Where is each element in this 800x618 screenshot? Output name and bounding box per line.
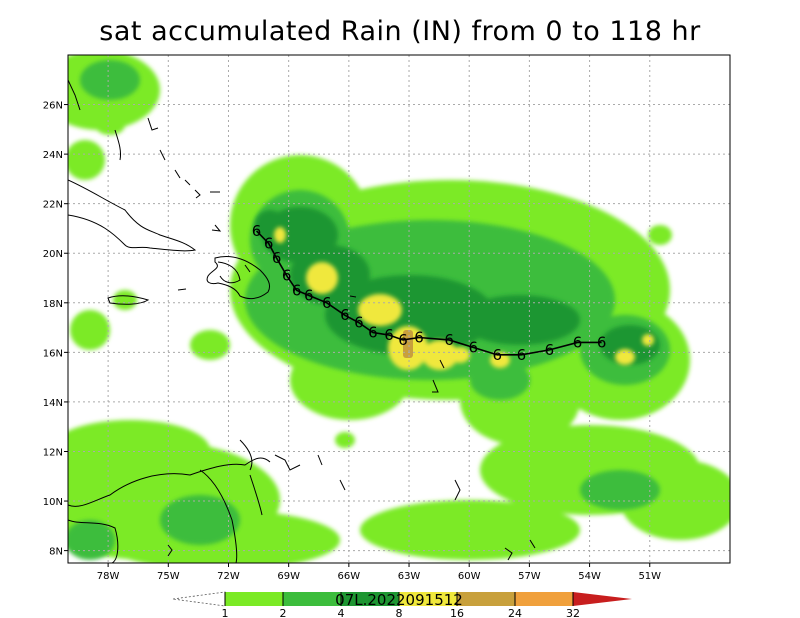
tropical-storm-symbol: 6 bbox=[272, 249, 282, 267]
map-grid bbox=[68, 55, 730, 563]
lat-tick-label: 24N bbox=[43, 150, 63, 161]
colorbar-segment-4-8 bbox=[341, 592, 399, 606]
tropical-storm-symbol: 6 bbox=[292, 281, 302, 299]
colorbar-segment-16-24 bbox=[457, 592, 515, 606]
longitude-axis: 78W 75W 72W 69W 66W 63W 60W 57W 54W 51W bbox=[97, 563, 661, 582]
tropical-storm-symbol: 6 bbox=[573, 333, 583, 351]
tropical-storm-symbol: 6 bbox=[444, 331, 454, 349]
lat-tick-label: 12N bbox=[43, 447, 63, 458]
lat-tick-label: 22N bbox=[43, 200, 63, 211]
rain-shade-tan bbox=[403, 330, 413, 358]
tropical-storm-symbol: 6 bbox=[340, 306, 350, 324]
coastlines bbox=[68, 79, 536, 563]
latitude-axis: 8N 10N 12N 14N 16N 18N 20N 22N 24N 26N bbox=[43, 101, 68, 558]
colorbar-label: 16 bbox=[450, 607, 464, 618]
lat-tick-label: 26N bbox=[43, 101, 63, 112]
tropical-storm-symbol: 6 bbox=[252, 222, 262, 240]
lon-tick-label: 75W bbox=[157, 571, 180, 582]
tropical-storm-symbol: 6 bbox=[264, 234, 274, 252]
colorbar-low-arrow bbox=[172, 591, 226, 607]
tropical-storm-symbol: 6 bbox=[322, 294, 332, 312]
colorbar-segment-8-16 bbox=[399, 592, 457, 606]
colorbar-segment-1-2 bbox=[225, 592, 283, 606]
tropical-storm-symbol: 6 bbox=[354, 314, 364, 332]
tropical-storm-symbol: 6 bbox=[282, 267, 292, 285]
colorbar-label: 4 bbox=[338, 607, 345, 618]
lon-tick-label: 69W bbox=[277, 571, 300, 582]
colorbar-label: 24 bbox=[508, 607, 522, 618]
storm-id-label: 07L.2022091512 bbox=[335, 591, 463, 609]
tropical-storm-symbol: 6 bbox=[517, 346, 527, 364]
tropical-storm-symbol: 6 bbox=[597, 333, 607, 351]
lat-tick-label: 14N bbox=[43, 398, 63, 409]
colorbar-segment-2-4 bbox=[283, 592, 341, 606]
tropical-storm-symbol: 6 bbox=[468, 338, 478, 356]
colorbar-segment-24-32 bbox=[515, 592, 573, 606]
lon-tick-label: 66W bbox=[338, 571, 361, 582]
map-frame bbox=[67, 54, 731, 564]
tropical-storm-symbol: 6 bbox=[493, 346, 503, 364]
lon-tick-label: 78W bbox=[97, 571, 120, 582]
tropical-storm-symbol: 6 bbox=[398, 331, 408, 349]
tropical-storm-symbol: 6 bbox=[368, 324, 378, 342]
tropical-storm-symbol: 6 bbox=[304, 286, 314, 304]
rain-shade-yellow bbox=[274, 227, 654, 370]
lat-tick-label: 20N bbox=[43, 249, 63, 260]
colorbar-label: 2 bbox=[280, 607, 287, 618]
colorbar-label: 8 bbox=[396, 607, 403, 618]
lat-tick-label: 16N bbox=[43, 348, 63, 359]
colorbar: 07L.2022091512 1 2 4 8 16 24 32 bbox=[172, 591, 632, 618]
tropical-storm-symbol: 6 bbox=[384, 326, 394, 344]
lon-tick-label: 60W bbox=[458, 571, 481, 582]
tropical-storm-symbol: 6 bbox=[414, 328, 424, 346]
lat-tick-label: 18N bbox=[43, 299, 63, 310]
tropical-storm-symbol: 6 bbox=[545, 341, 555, 359]
lon-tick-label: 72W bbox=[217, 571, 240, 582]
colorbar-high-arrow bbox=[573, 592, 632, 606]
colorbar-label: 1 bbox=[222, 607, 229, 618]
lon-tick-label: 57W bbox=[518, 571, 541, 582]
lat-tick-label: 8N bbox=[49, 547, 63, 558]
map-title: sat accumulated Rain (IN) from 0 to 118 … bbox=[99, 16, 701, 47]
lon-tick-label: 63W bbox=[398, 571, 421, 582]
lon-tick-label: 54W bbox=[578, 571, 601, 582]
lon-tick-label: 51W bbox=[638, 571, 661, 582]
colorbar-label: 32 bbox=[566, 607, 580, 618]
lat-tick-label: 10N bbox=[43, 497, 63, 508]
rain-shade-dark bbox=[255, 207, 660, 365]
